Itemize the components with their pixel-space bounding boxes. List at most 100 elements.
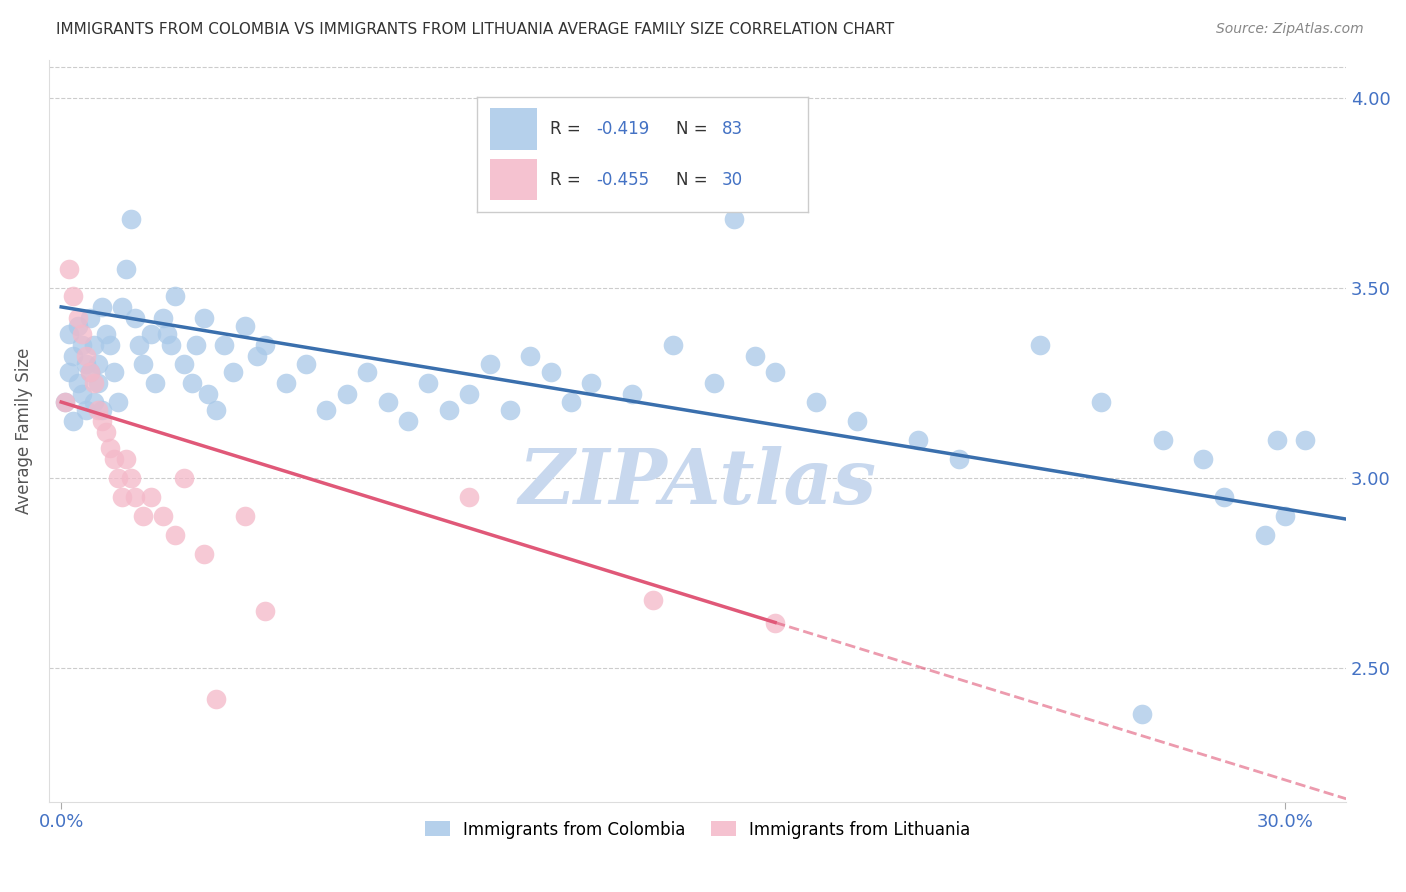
Point [193,311,215,326]
Point [53,395,76,409]
Point [139,490,162,504]
Point [87,357,110,371]
Point [165,528,187,542]
Point [804,395,827,409]
Point [907,433,929,447]
Point [120,212,142,227]
Point [62,414,84,428]
Point [79,311,101,326]
Point [1265,433,1288,447]
Point [70,338,93,352]
Point [111,490,134,504]
Point [377,395,399,409]
Point [103,452,125,467]
Point [66,311,89,326]
Point [205,402,228,417]
Point [132,357,155,371]
Point [723,212,745,227]
Point [1152,433,1174,447]
Point [152,311,174,326]
Point [336,387,359,401]
Point [1253,528,1275,542]
Point [221,365,243,379]
Text: ZIPAtlas: ZIPAtlas [519,445,876,519]
Point [356,365,378,379]
Text: IMMIGRANTS FROM COLOMBIA VS IMMIGRANTS FROM LITHUANIA AVERAGE FAMILY SIZE CORREL: IMMIGRANTS FROM COLOMBIA VS IMMIGRANTS F… [56,22,894,37]
Point [87,402,110,417]
Point [70,387,93,401]
Point [79,365,101,379]
Point [91,414,114,428]
Point [315,402,337,417]
Point [83,395,105,409]
Point [87,376,110,390]
Point [75,357,97,371]
Point [66,376,89,390]
Point [53,395,76,409]
Point [254,338,277,352]
Point [581,376,603,390]
Point [75,350,97,364]
Point [1274,509,1296,524]
Point [94,326,117,341]
Legend: Immigrants from Colombia, Immigrants from Lithuania: Immigrants from Colombia, Immigrants fro… [418,814,977,846]
Point [58,261,80,276]
Point [91,402,114,417]
Point [641,593,664,607]
Point [948,452,970,467]
Point [62,288,84,302]
Point [115,452,138,467]
Point [233,318,256,333]
Point [83,338,105,352]
Point [66,318,89,333]
Point [111,300,134,314]
Point [682,186,704,200]
Point [107,471,129,485]
Point [193,547,215,561]
Point [173,357,195,371]
Point [458,387,481,401]
Point [744,350,766,364]
Point [662,338,685,352]
Point [180,376,202,390]
Point [1130,707,1153,722]
Point [845,414,868,428]
Point [79,365,101,379]
Point [458,490,481,504]
Point [91,300,114,314]
Point [103,365,125,379]
Point [274,376,297,390]
Point [98,338,121,352]
Point [160,338,183,352]
Point [98,441,121,455]
Point [418,376,440,390]
Point [437,402,460,417]
Point [1090,395,1112,409]
Point [1029,338,1052,352]
Point [295,357,318,371]
Point [499,402,522,417]
Point [156,326,179,341]
Point [132,509,155,524]
Point [58,365,80,379]
Point [94,425,117,440]
Point [478,357,501,371]
Point [540,365,562,379]
Point [139,326,162,341]
Point [120,471,142,485]
Point [197,387,219,401]
Point [173,471,195,485]
Point [143,376,166,390]
Point [1192,452,1215,467]
Point [83,376,105,390]
Point [214,338,236,352]
Point [75,402,97,417]
Y-axis label: Average Family Size: Average Family Size [15,347,32,514]
Point [763,615,786,630]
Point [128,338,150,352]
Point [124,311,146,326]
Point [165,288,187,302]
Point [70,326,93,341]
Point [703,376,725,390]
Point [58,326,80,341]
